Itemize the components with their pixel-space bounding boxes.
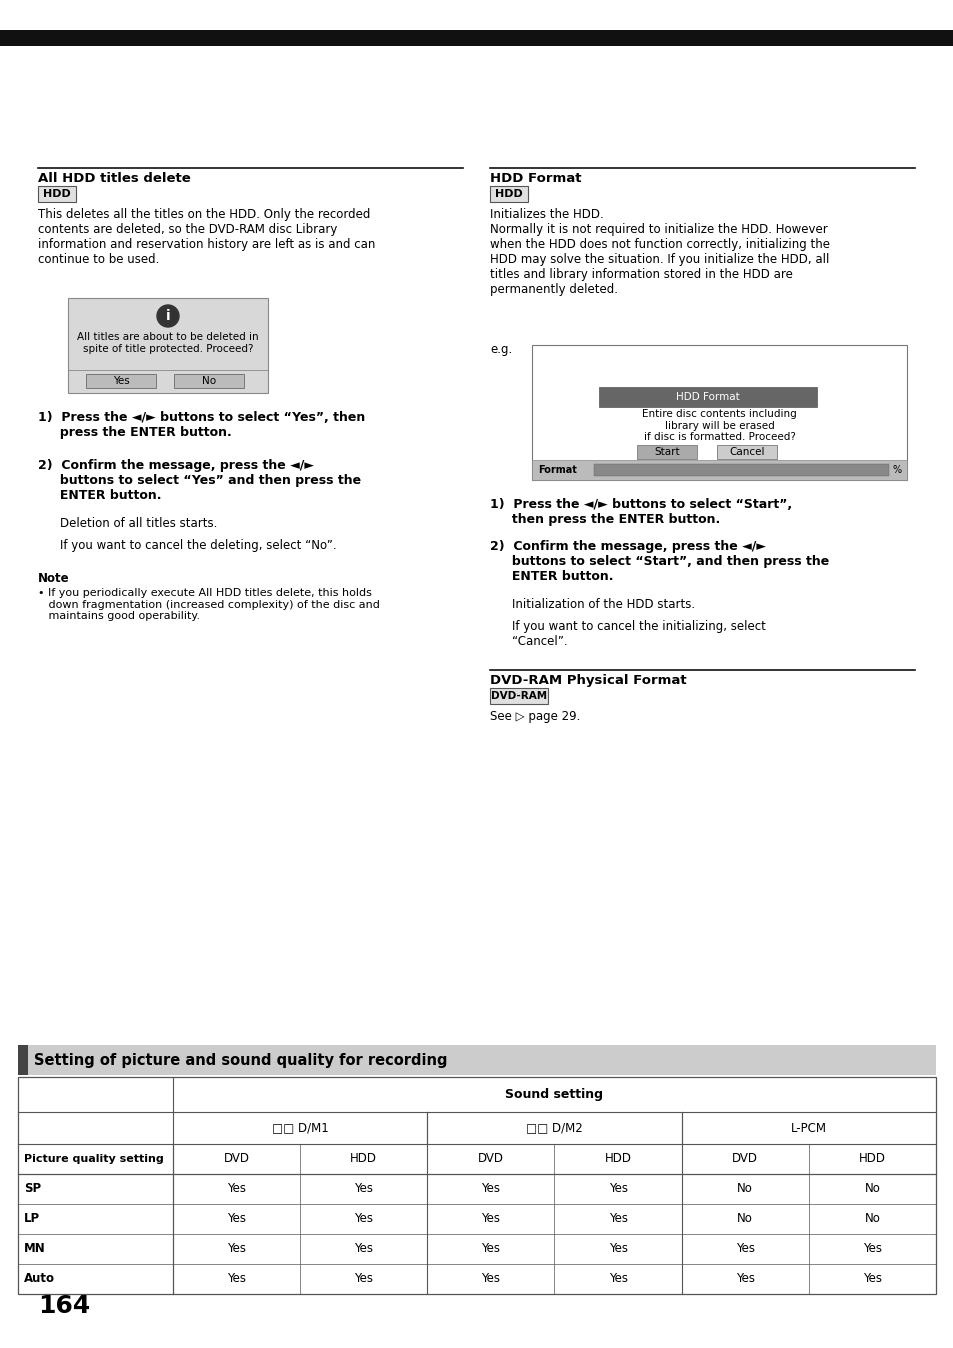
- Text: MN: MN: [24, 1243, 46, 1255]
- Text: All titles are about to be deleted in
spite of title protected. Proceed?: All titles are about to be deleted in sp…: [77, 332, 258, 353]
- Text: See ▷ page 29.: See ▷ page 29.: [490, 710, 579, 723]
- Bar: [490, 687, 547, 704]
- Text: HDD: HDD: [858, 1153, 885, 1166]
- Text: Yes: Yes: [227, 1182, 246, 1196]
- Bar: [38, 186, 76, 202]
- Text: Sound setting: Sound setting: [505, 1088, 603, 1101]
- Text: HDD: HDD: [350, 1153, 376, 1166]
- Text: Picture quality setting: Picture quality setting: [24, 1154, 164, 1165]
- Text: If you want to cancel the initializing, select
“Cancel”.: If you want to cancel the initializing, …: [512, 620, 765, 648]
- Text: No: No: [737, 1182, 753, 1196]
- Text: □□ D/M2: □□ D/M2: [525, 1122, 582, 1135]
- Text: 2)  Confirm the message, press the ◄/►
     buttons to select “Start”, and then : 2) Confirm the message, press the ◄/► bu…: [490, 541, 828, 582]
- Text: Start: Start: [654, 448, 679, 457]
- Bar: [637, 445, 697, 460]
- Text: No: No: [863, 1182, 880, 1196]
- Text: Yes: Yes: [735, 1243, 754, 1255]
- Text: L-PCM: L-PCM: [790, 1122, 826, 1135]
- Text: Yes: Yes: [862, 1243, 881, 1255]
- Text: Note: Note: [38, 572, 70, 585]
- Text: 1)  Press the ◄/► buttons to select “Start”,
     then press the ENTER button.: 1) Press the ◄/► buttons to select “Star…: [490, 497, 791, 526]
- Text: Yes: Yes: [112, 376, 130, 386]
- Text: i: i: [166, 309, 171, 324]
- Bar: [173, 373, 244, 388]
- Text: No: No: [737, 1212, 753, 1225]
- Text: e.g.: e.g.: [490, 342, 512, 356]
- Text: DVD-RAM: DVD-RAM: [491, 692, 546, 701]
- Text: Initializes the HDD.
Normally it is not required to initialize the HDD. However
: Initializes the HDD. Normally it is not …: [490, 208, 829, 297]
- Text: Yes: Yes: [354, 1182, 373, 1196]
- Text: Deletion of all titles starts.: Deletion of all titles starts.: [60, 518, 217, 530]
- Bar: [717, 445, 776, 460]
- Text: 1)  Press the ◄/► buttons to select “Yes”, then
     press the ENTER button.: 1) Press the ◄/► buttons to select “Yes”…: [38, 411, 365, 439]
- Bar: [68, 298, 268, 394]
- Text: Yes: Yes: [227, 1212, 246, 1225]
- Text: HDD Format: HDD Format: [676, 392, 740, 402]
- Text: Format: Format: [537, 465, 577, 474]
- Text: Initialization of the HDD starts.: Initialization of the HDD starts.: [512, 599, 695, 611]
- Bar: [532, 345, 906, 480]
- Text: This deletes all the titles on the HDD. Only the recorded
contents are deleted, : This deletes all the titles on the HDD. …: [38, 208, 375, 266]
- Text: DVD: DVD: [732, 1153, 758, 1166]
- Text: No: No: [202, 376, 215, 386]
- Bar: [594, 464, 888, 476]
- Text: LP: LP: [24, 1212, 40, 1225]
- Text: Yes: Yes: [354, 1273, 373, 1286]
- Text: Yes: Yes: [735, 1273, 754, 1286]
- Bar: [18, 1045, 935, 1074]
- Text: %: %: [892, 465, 901, 474]
- Text: DVD: DVD: [477, 1153, 503, 1166]
- Bar: [86, 373, 156, 388]
- Text: If you want to cancel the deleting, select “No”.: If you want to cancel the deleting, sele…: [60, 539, 336, 551]
- Text: HDD: HDD: [495, 189, 522, 200]
- Text: Yes: Yes: [481, 1273, 500, 1286]
- Text: HDD: HDD: [43, 189, 71, 200]
- Text: Yes: Yes: [608, 1182, 627, 1196]
- Text: Auto: Auto: [24, 1273, 55, 1286]
- Text: HDD: HDD: [604, 1153, 631, 1166]
- Bar: [490, 186, 527, 202]
- Bar: [532, 460, 906, 480]
- Text: All HDD titles delete: All HDD titles delete: [38, 173, 191, 185]
- Text: DVD-RAM Physical Format: DVD-RAM Physical Format: [490, 674, 686, 687]
- Text: Yes: Yes: [481, 1182, 500, 1196]
- Text: 2)  Confirm the message, press the ◄/►
     buttons to select “Yes” and then pre: 2) Confirm the message, press the ◄/► bu…: [38, 460, 361, 501]
- Text: No: No: [863, 1212, 880, 1225]
- Text: Yes: Yes: [354, 1243, 373, 1255]
- Text: Yes: Yes: [608, 1273, 627, 1286]
- Text: Setting of picture and sound quality for recording: Setting of picture and sound quality for…: [34, 1053, 447, 1068]
- Text: Yes: Yes: [354, 1212, 373, 1225]
- Text: • If you periodically execute All HDD titles delete, this holds
   down fragment: • If you periodically execute All HDD ti…: [38, 588, 379, 621]
- Text: Yes: Yes: [481, 1243, 500, 1255]
- Text: DVD: DVD: [223, 1153, 250, 1166]
- Text: SP: SP: [24, 1182, 41, 1196]
- Text: Yes: Yes: [227, 1243, 246, 1255]
- Text: Yes: Yes: [862, 1273, 881, 1286]
- Text: Yes: Yes: [481, 1212, 500, 1225]
- Text: Cancel: Cancel: [728, 448, 764, 457]
- Text: Yes: Yes: [227, 1273, 246, 1286]
- Text: Entire disc contents including
library will be erased
if disc is formatted. Proc: Entire disc contents including library w…: [641, 408, 796, 442]
- Bar: [598, 387, 816, 407]
- Bar: [18, 1045, 28, 1074]
- Text: □□ D/M1: □□ D/M1: [272, 1122, 328, 1135]
- Text: 164: 164: [38, 1294, 91, 1318]
- Bar: [18, 1077, 935, 1294]
- Text: Yes: Yes: [608, 1243, 627, 1255]
- Circle shape: [157, 305, 179, 328]
- Text: HDD Format: HDD Format: [490, 173, 581, 185]
- Bar: [0, 30, 953, 46]
- Text: Yes: Yes: [608, 1212, 627, 1225]
